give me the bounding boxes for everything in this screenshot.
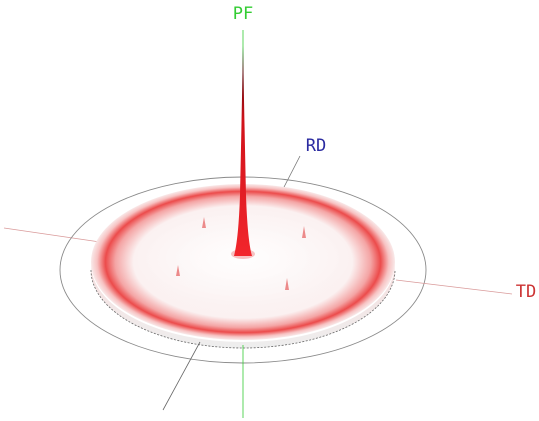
minor-poles bbox=[176, 217, 306, 290]
rd-axis-front bbox=[162, 341, 201, 411]
central-peak bbox=[231, 46, 255, 259]
minor-pole-1 bbox=[202, 217, 206, 228]
disc-front-edge bbox=[90, 269, 396, 349]
minor-pole-2 bbox=[302, 226, 306, 238]
td-axis-label: TD bbox=[516, 282, 536, 302]
pf-axis-label: PF bbox=[233, 4, 253, 24]
minor-pole-4 bbox=[285, 278, 289, 290]
rd-axis-back bbox=[282, 155, 301, 190]
td-axis-back bbox=[3, 227, 101, 243]
minor-pole-3 bbox=[176, 265, 180, 276]
td-axis-front bbox=[395, 279, 513, 295]
axes-front bbox=[162, 279, 513, 418]
peak-spike bbox=[234, 46, 252, 256]
rd-axis-label: RD bbox=[306, 136, 326, 156]
